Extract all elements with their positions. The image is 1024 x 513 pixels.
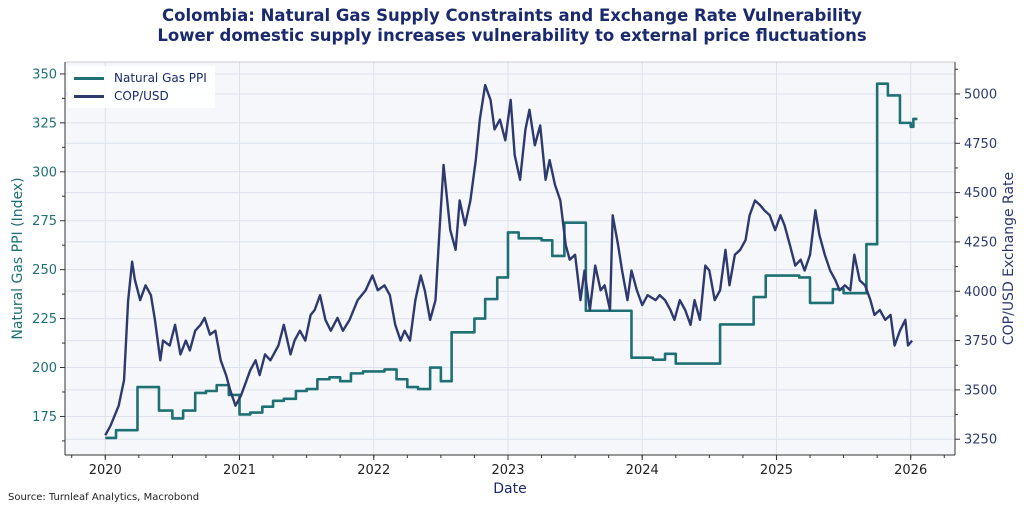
- y-right-tick-label: 3500: [964, 383, 997, 398]
- x-tick-label: 2020: [89, 463, 122, 478]
- y-left-tick-label: 175: [32, 410, 57, 425]
- y-right-tick-label: 3250: [964, 433, 997, 448]
- y-right-tick-label: 4250: [964, 235, 997, 250]
- x-axis-label: Date: [493, 481, 526, 497]
- x-tick-label: 2021: [223, 463, 256, 478]
- y-right-tick-label: 3750: [964, 334, 997, 349]
- x-tick-label: 2022: [357, 463, 390, 478]
- y-left-tick-label: 250: [32, 263, 57, 278]
- y-left-tick-label: 300: [32, 165, 57, 180]
- series-line-ppi: [105, 82, 918, 440]
- x-tick-label: 2026: [894, 463, 927, 478]
- legend-swatch-cop: [74, 94, 104, 98]
- y-left-tick-label: 325: [32, 116, 57, 131]
- chart-title: Colombia: Natural Gas Supply Constraints…: [162, 6, 862, 25]
- legend-label-ppi: Natural Gas PPI: [114, 71, 207, 85]
- plot-area: [65, 62, 955, 455]
- legend-item-ppi: Natural Gas PPI: [74, 69, 207, 87]
- y-right-axis-label: COP/USD Exchange Rate: [1001, 172, 1017, 345]
- x-tick-label: 2025: [760, 463, 793, 478]
- y-left-axis-label: Natural Gas PPI (Index): [10, 177, 26, 339]
- legend-swatch-ppi: [74, 76, 104, 80]
- series-line-cop: [104, 83, 913, 436]
- y-left-tick-label: 200: [32, 361, 57, 376]
- legend-item-cop: COP/USD: [74, 87, 207, 105]
- y-right-tick-label: 4500: [964, 186, 997, 201]
- x-tick-label: 2023: [491, 463, 524, 478]
- legend-label-cop: COP/USD: [114, 89, 169, 103]
- y-right-tick-label: 4000: [964, 285, 997, 300]
- chart-subtitle: Lower domestic supply increases vulnerab…: [157, 26, 867, 45]
- y-right-tick-label: 4750: [964, 137, 997, 152]
- legend: Natural Gas PPI COP/USD: [68, 66, 215, 108]
- y-left-tick-label: 275: [32, 214, 57, 229]
- y-right-tick-label: 5000: [964, 87, 997, 102]
- y-left-tick-label: 350: [32, 67, 57, 82]
- source-note: Source: Turnleaf Analytics, Macrobond: [8, 492, 200, 503]
- x-tick-label: 2024: [626, 463, 659, 478]
- y-left-tick-label: 225: [32, 312, 57, 327]
